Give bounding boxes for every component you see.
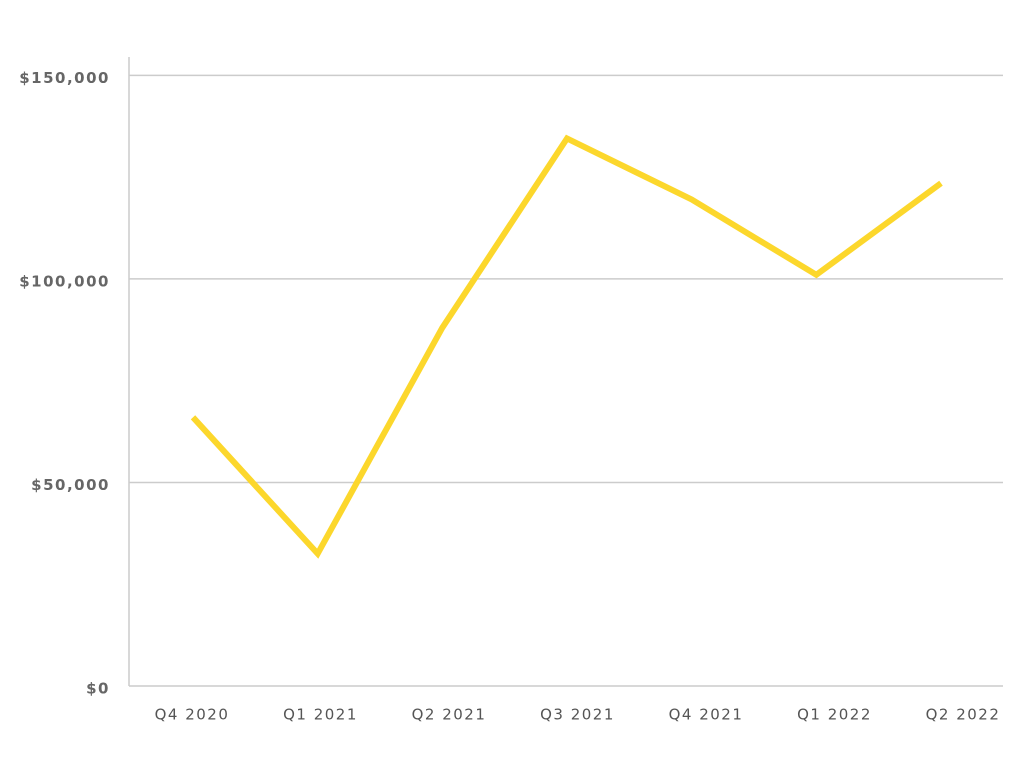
x-tick-label: Q1 2022 bbox=[797, 706, 872, 724]
data-line bbox=[190, 134, 943, 559]
x-tick-label: Q3 2021 bbox=[540, 706, 615, 724]
y-tick-label: $100,000 bbox=[19, 272, 110, 290]
x-tick-label: Q4 2021 bbox=[669, 706, 744, 724]
y-tick-label: $0 bbox=[86, 680, 110, 698]
x-tick-label: Q2 2022 bbox=[926, 706, 1001, 724]
x-tick-label: Q1 2021 bbox=[283, 706, 358, 724]
x-tick-label: Q2 2021 bbox=[412, 706, 487, 724]
x-tick-label: Q4 2020 bbox=[155, 706, 230, 724]
y-tick-label: $150,000 bbox=[19, 69, 110, 87]
y-tick-label: $50,000 bbox=[31, 476, 110, 494]
